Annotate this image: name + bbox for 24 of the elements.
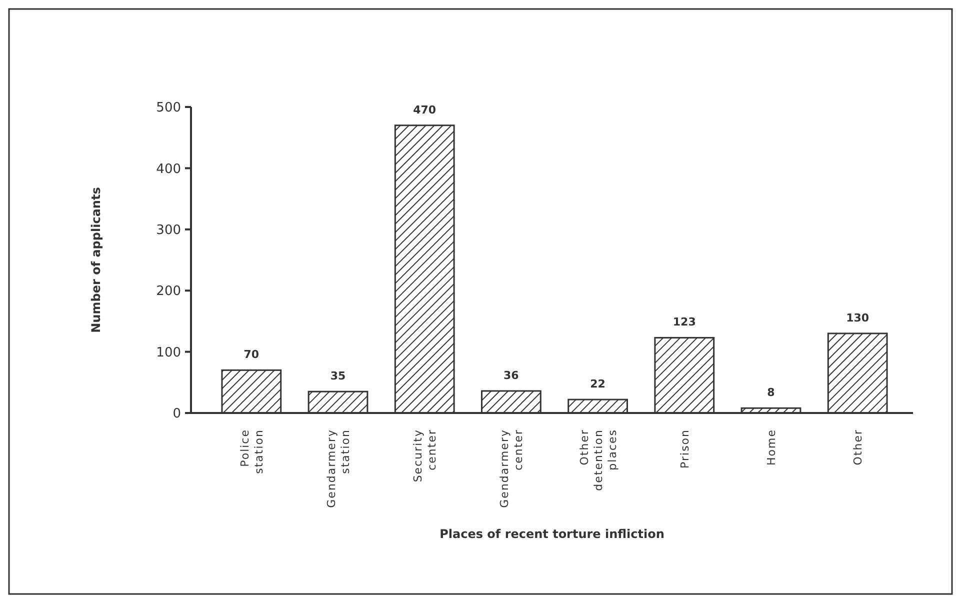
data-label: 470 xyxy=(413,103,436,116)
y-tick-label: 500 xyxy=(156,100,181,116)
y-tick-label: 0 xyxy=(172,406,181,422)
x-axis-title: Places of recent torture infliction xyxy=(440,527,664,541)
x-tick-label: Other xyxy=(852,429,865,466)
data-label: 36 xyxy=(504,368,520,382)
x-tick-label: Home xyxy=(764,429,778,466)
y-tick-label: 400 xyxy=(156,162,181,177)
y-tick-label: 200 xyxy=(156,284,181,300)
x-tick-label: Other detention places xyxy=(578,429,619,491)
x-tick-label: Prison xyxy=(678,429,692,468)
data-label: 130 xyxy=(846,311,870,324)
data-label: 22 xyxy=(590,378,606,391)
y-axis-title: Number of applicants xyxy=(89,187,103,333)
data-label: 123 xyxy=(672,316,696,329)
x-tick-label: Security center xyxy=(412,429,439,482)
y-tick-label: 100 xyxy=(156,345,181,360)
x-tick-label: Gendarmery center xyxy=(498,429,526,508)
data-label: 8 xyxy=(767,386,775,400)
x-tick-label: Gendarmery station xyxy=(325,429,352,508)
x-tick-label: Police station xyxy=(238,429,266,474)
data-label: 35 xyxy=(330,370,346,383)
data-label: 70 xyxy=(244,348,260,362)
y-tick-label: 300 xyxy=(156,222,181,238)
